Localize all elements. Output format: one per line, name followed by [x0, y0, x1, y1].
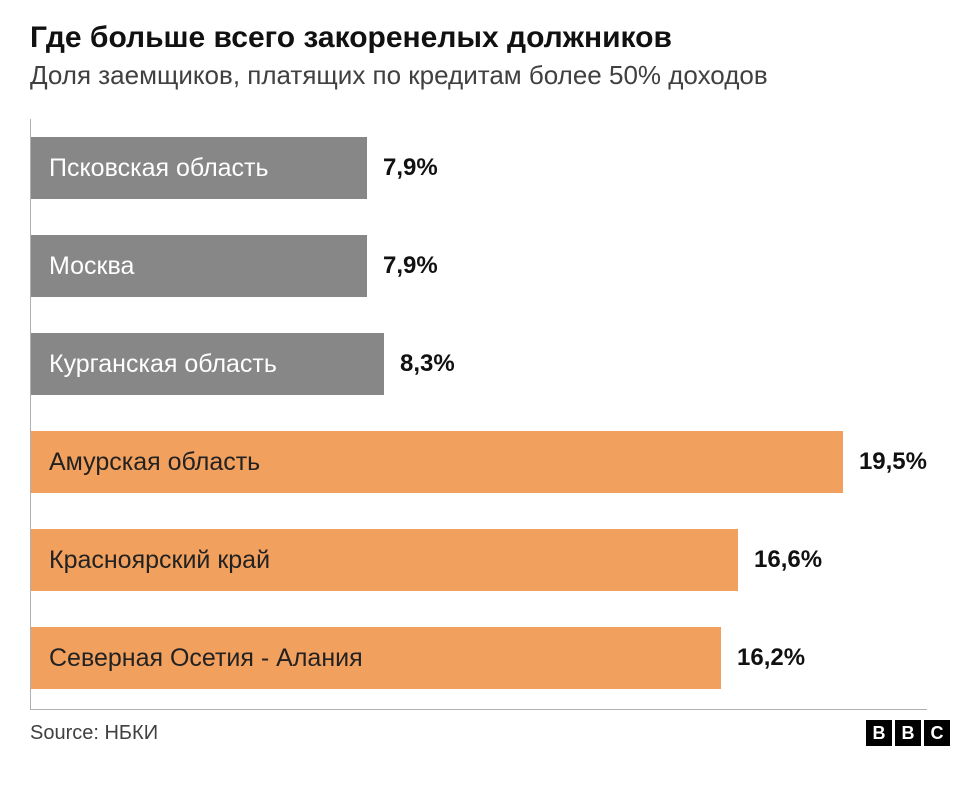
bar-value: 19,5%	[859, 448, 927, 476]
bar-value: 16,6%	[754, 546, 822, 574]
source-label: Source: НБКИ	[30, 722, 158, 745]
bbc-logo-letter: B	[866, 720, 892, 746]
bar: Курганская область	[31, 333, 384, 395]
bar-row: Курганская область 8,3%	[31, 315, 927, 413]
bar-chart: Псковская область 7,9% Москва 7,9% Курганска…	[30, 119, 927, 710]
chart-title: Где больше всего закоренелых должников	[30, 20, 950, 56]
bar-row: Красноярский край 16,6%	[31, 511, 927, 609]
bar-row: Москва 7,9%	[31, 217, 927, 315]
bar: Псковская область	[31, 137, 367, 199]
bar-value: 16,2%	[737, 644, 805, 672]
bar-row: Северная Осетия - Алания 16,2%	[31, 609, 927, 707]
bbc-logo-letter: B	[895, 720, 921, 746]
bbc-logo: BBC	[866, 720, 950, 746]
bar-label: Красноярский край	[49, 546, 270, 575]
bar-value: 7,9%	[383, 154, 438, 182]
bar-label: Москва	[49, 252, 134, 281]
bar: Москва	[31, 235, 367, 297]
bar: Амурская область	[31, 431, 843, 493]
bar-label: Северная Осетия - Алания	[49, 644, 363, 673]
bar-value: 7,9%	[383, 252, 438, 280]
bar-row: Амурская область 19,5%	[31, 413, 927, 511]
bar-value: 8,3%	[400, 350, 455, 378]
bar-row: Псковская область 7,9%	[31, 119, 927, 217]
bar-label: Псковская область	[49, 154, 269, 183]
bbc-logo-letter: C	[924, 720, 950, 746]
bar: Северная Осетия - Алания	[31, 627, 721, 689]
chart-page: Где больше всего закоренелых должников Д…	[0, 0, 976, 801]
chart-footer: Source: НБКИ BBC	[30, 720, 950, 746]
bar-label: Курганская область	[49, 350, 277, 379]
bar-label: Амурская область	[49, 448, 260, 477]
chart-subtitle: Доля заемщиков, платящих по кредитам бол…	[30, 60, 950, 91]
bar: Красноярский край	[31, 529, 738, 591]
